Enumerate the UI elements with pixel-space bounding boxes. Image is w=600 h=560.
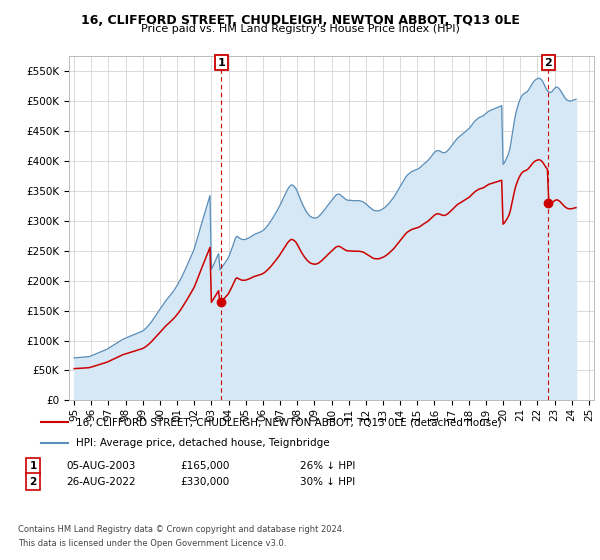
Text: 1: 1 [29,461,37,471]
Text: £330,000: £330,000 [180,477,229,487]
Text: £165,000: £165,000 [180,461,229,471]
Text: 2: 2 [544,58,552,68]
Text: HPI: Average price, detached house, Teignbridge: HPI: Average price, detached house, Teig… [76,438,329,448]
Text: Contains HM Land Registry data © Crown copyright and database right 2024.: Contains HM Land Registry data © Crown c… [18,525,344,534]
Text: 16, CLIFFORD STREET, CHUDLEIGH, NEWTON ABBOT, TQ13 0LE (detached house): 16, CLIFFORD STREET, CHUDLEIGH, NEWTON A… [76,417,502,427]
Text: 2: 2 [29,477,37,487]
Text: 26% ↓ HPI: 26% ↓ HPI [300,461,355,471]
Text: 1: 1 [217,58,225,68]
Text: This data is licensed under the Open Government Licence v3.0.: This data is licensed under the Open Gov… [18,539,286,548]
Text: 16, CLIFFORD STREET, CHUDLEIGH, NEWTON ABBOT, TQ13 0LE: 16, CLIFFORD STREET, CHUDLEIGH, NEWTON A… [80,14,520,27]
Text: Price paid vs. HM Land Registry's House Price Index (HPI): Price paid vs. HM Land Registry's House … [140,24,460,34]
Text: 26-AUG-2022: 26-AUG-2022 [66,477,136,487]
Text: 05-AUG-2003: 05-AUG-2003 [66,461,136,471]
Text: 30% ↓ HPI: 30% ↓ HPI [300,477,355,487]
